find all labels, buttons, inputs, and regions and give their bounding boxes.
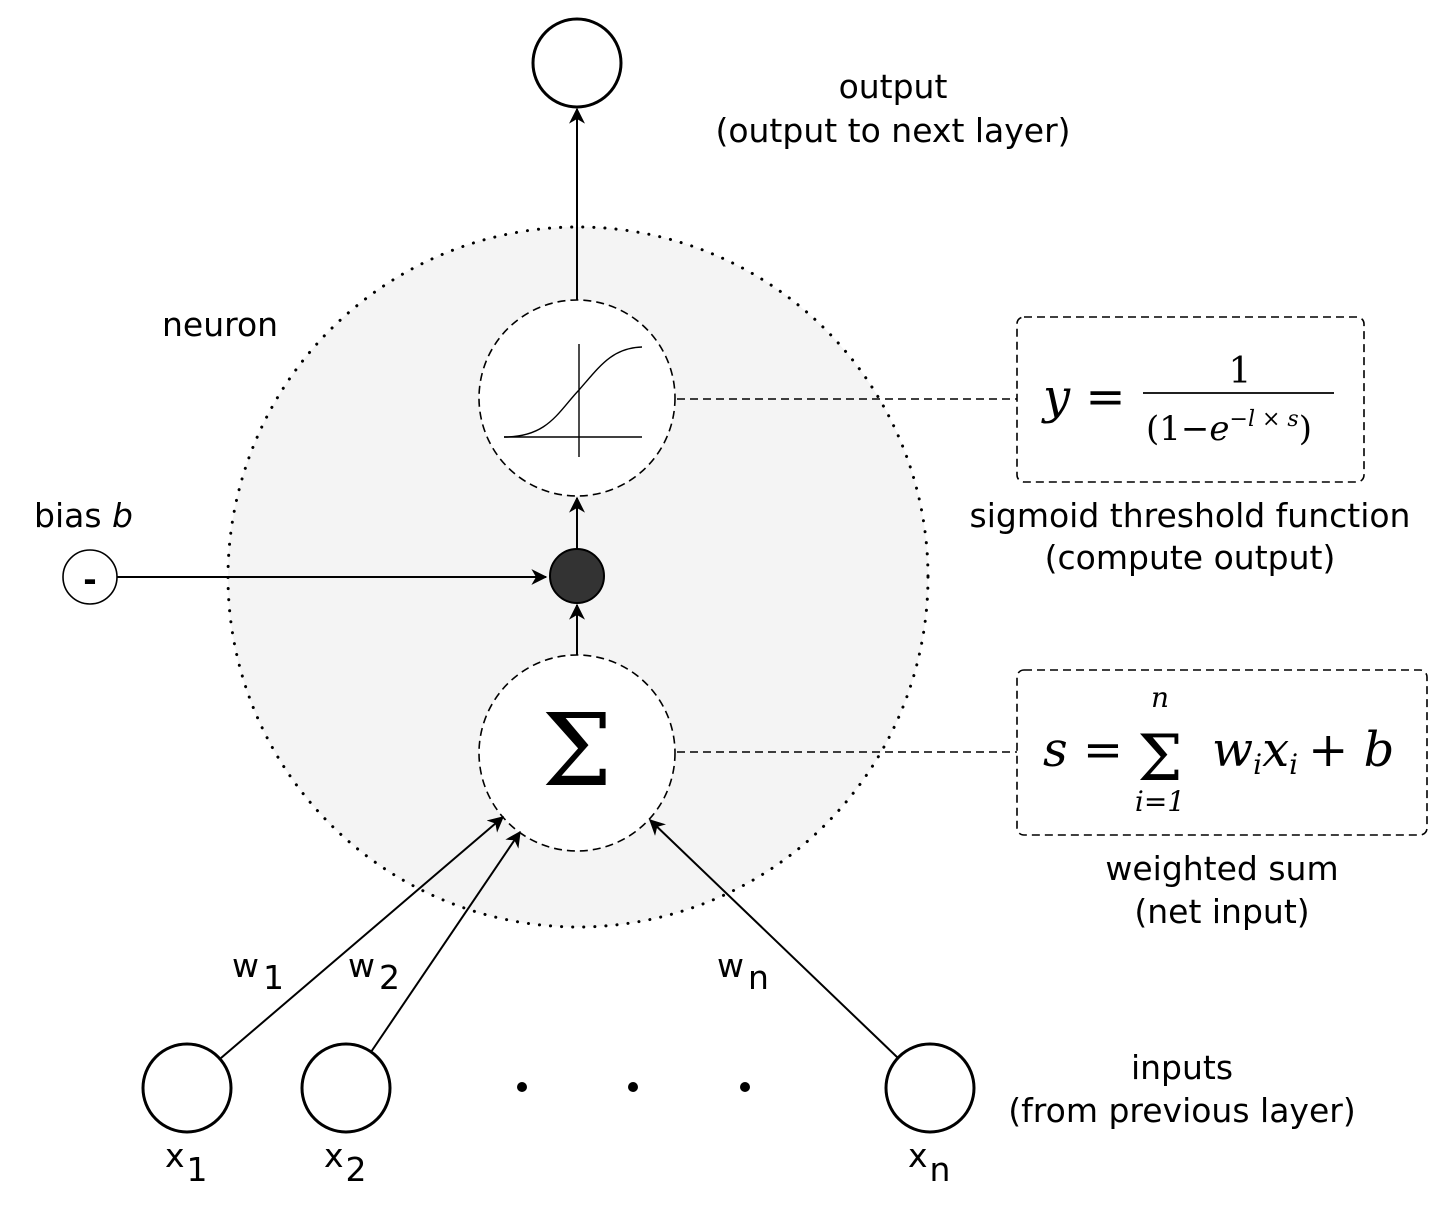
bias-label: bias b [34, 496, 133, 535]
sigma-symbol: Σ [542, 692, 613, 809]
svg-text:wixi+ b: wixi + b [1212, 722, 1394, 781]
output-title: output [839, 67, 948, 106]
svg-text:n: n [1151, 681, 1169, 714]
activation-unit [478, 299, 676, 497]
input-node-xn [884, 1042, 976, 1134]
svg-text:i=1: i=1 [1135, 785, 1185, 818]
svg-text:Σ: Σ [1137, 722, 1182, 796]
sigmoid-formula-box [1016, 316, 1365, 483]
input-label-x2: x2 [324, 1136, 367, 1189]
junction-node [549, 548, 605, 604]
neuron-label: neuron [162, 305, 278, 344]
weight-arrow-w1 [220, 816, 505, 1059]
svg-text:y =: y = [1041, 369, 1126, 425]
summation-unit [478, 654, 676, 852]
inputs-caption-line1: inputs [1131, 1048, 1233, 1087]
sigmoid-caption-line2: (compute output) [1045, 538, 1336, 577]
sigmoid-curve-icon [503, 344, 643, 457]
sum-caption-line2: (net input) [1134, 892, 1309, 931]
output-node [531, 17, 623, 109]
svg-text:(1−e−l × s): (1−e−l × s) [1146, 407, 1312, 449]
sum-caption-line1: weighted sum [1105, 849, 1338, 888]
input-label-xn: xn [908, 1136, 950, 1189]
input-label-x1: x1 [165, 1136, 208, 1189]
weight-arrow-w2 [370, 830, 521, 1053]
sum-formula: s = n Σ i=1 wixi + b [1043, 681, 1394, 818]
sigmoid-formula: y = 1 (1−e−l × s) [1041, 351, 1334, 449]
input-node-x2 [300, 1042, 392, 1134]
sigmoid-caption-line1: sigmoid threshold function [970, 496, 1411, 535]
svg-text:1: 1 [1229, 351, 1252, 392]
svg-text:s =: s = [1043, 722, 1123, 778]
ellipsis-dots [517, 1082, 750, 1092]
output-subtitle: (output to next layer) [715, 111, 1070, 150]
sum-formula-box [1016, 669, 1428, 836]
input-node-x1 [141, 1042, 233, 1134]
bias-sign: - [83, 560, 97, 599]
weight-arrow-wn [649, 819, 899, 1059]
inputs-caption-line2: (from previous layer) [1008, 1091, 1355, 1130]
